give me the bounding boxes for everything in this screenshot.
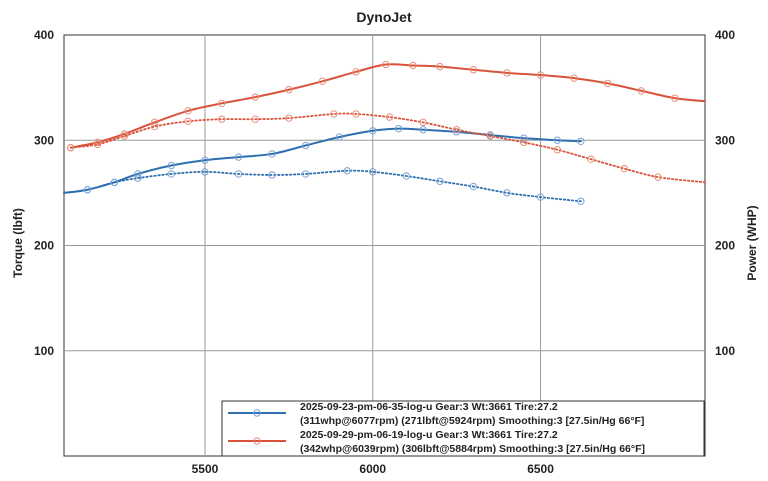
data-point-run2-torque bbox=[330, 110, 338, 118]
data-point-run1-torque bbox=[301, 170, 310, 178]
legend: 2025-09-23-pm-06-35-log-u Gear:3 Wt:3661… bbox=[221, 400, 705, 457]
data-point-run1-torque bbox=[110, 178, 119, 187]
data-point-run1-power bbox=[268, 150, 276, 158]
data-point-run2-power bbox=[120, 130, 129, 138]
data-point-run2-power bbox=[436, 62, 444, 71]
data-point-run2-torque bbox=[285, 114, 293, 122]
data-point-run2-power bbox=[409, 61, 417, 70]
data-point-run2-power bbox=[352, 68, 360, 76]
data-point-run2-torque bbox=[120, 132, 129, 140]
data-point-run2-torque bbox=[150, 122, 159, 131]
data-point-run2-power bbox=[382, 60, 390, 69]
series-line-run2-power bbox=[69, 63, 706, 149]
legend-run1-line1: 2025-09-23-pm-06-35-log-u Gear:3 Wt:3661… bbox=[300, 401, 558, 413]
data-point-run1-torque bbox=[201, 168, 209, 176]
data-point-run2-torque bbox=[93, 140, 102, 149]
data-point-run1-power bbox=[577, 137, 585, 146]
data-point-run2-power bbox=[218, 99, 226, 108]
legend-run2-line2: (342whp@6039rpm) (306lbft@5884rpm) Smoot… bbox=[300, 443, 645, 455]
data-point-run1-torque bbox=[536, 193, 545, 201]
legend-marker-run2 bbox=[253, 437, 261, 445]
data-point-run2-torque bbox=[587, 155, 595, 163]
data-point-run1-power bbox=[369, 127, 377, 135]
data-point-run1-torque bbox=[268, 171, 276, 179]
data-point-run2-power bbox=[469, 66, 478, 74]
data-point-run2-torque bbox=[452, 126, 461, 134]
data-point-run1-power bbox=[234, 153, 243, 161]
data-point-run2-power bbox=[503, 69, 511, 77]
y-tick-label-left: 100 bbox=[34, 344, 54, 358]
y-axis-label-right: Power (WHP) bbox=[745, 205, 759, 280]
y-tick-label-left: 200 bbox=[34, 239, 54, 253]
data-point-run1-power bbox=[419, 126, 427, 134]
data-point-run2-torque bbox=[553, 146, 562, 154]
x-tick-label: 6000 bbox=[359, 462, 386, 476]
y-axis-label-left: Torque (lbft) bbox=[11, 208, 25, 278]
data-point-run1-torque bbox=[343, 167, 351, 175]
data-point-run1-torque bbox=[234, 170, 243, 178]
data-point-run1-power bbox=[201, 156, 209, 164]
data-point-run2-torque bbox=[67, 143, 75, 152]
data-point-run1-torque bbox=[83, 186, 92, 194]
y-tick-label-right: 100 bbox=[715, 344, 735, 358]
data-point-run2-power bbox=[637, 87, 645, 95]
data-point-run2-torque bbox=[184, 117, 192, 126]
data-point-run1-torque bbox=[577, 197, 585, 205]
data-point-run2-torque bbox=[251, 115, 259, 123]
tick-labels: 5500 6000 6500 100 100 200 200 300 300 400 400 bbox=[34, 28, 735, 476]
y-tick-label-right: 400 bbox=[715, 28, 735, 42]
legend-run1-line2: (311whp@6077rpm) (271lbft@5924rpm) Smoot… bbox=[300, 415, 644, 427]
data-point-run2-torque bbox=[385, 113, 394, 121]
data-point-run2-power bbox=[184, 107, 192, 115]
data-point-run1-torque bbox=[167, 170, 176, 178]
x-tick-label: 5500 bbox=[192, 462, 219, 476]
data-point-run1-torque bbox=[503, 189, 511, 197]
y-tick-label-left: 300 bbox=[34, 133, 54, 147]
data-point-run2-power bbox=[285, 86, 293, 94]
data-point-run1-torque bbox=[402, 172, 411, 180]
data-point-run2-torque bbox=[520, 138, 528, 147]
data-point-run1-power bbox=[553, 136, 562, 144]
data-point-run1-power bbox=[335, 133, 343, 141]
data-point-run2-power bbox=[318, 77, 327, 86]
data-point-run2-power bbox=[570, 74, 578, 82]
data-point-run2-power bbox=[251, 93, 259, 101]
data-point-run1-torque bbox=[369, 168, 377, 176]
data-point-run2-torque bbox=[419, 118, 427, 127]
data-point-run2-torque bbox=[654, 173, 662, 181]
data-point-run2-power bbox=[536, 71, 545, 79]
y-tick-label-left: 400 bbox=[34, 28, 54, 42]
y-tick-label-right: 300 bbox=[715, 133, 735, 147]
chart-title: DynoJet bbox=[356, 9, 412, 25]
data-point-run2-torque bbox=[352, 110, 360, 118]
legend-run2-line1: 2025-09-29-pm-06-19-log-u Gear:3 Wt:3661… bbox=[300, 429, 558, 441]
data-point-run1-torque bbox=[134, 174, 142, 182]
grid bbox=[64, 35, 705, 456]
y-tick-label-right: 200 bbox=[715, 239, 735, 253]
data-point-run2-torque bbox=[218, 115, 226, 123]
data-point-run1-power bbox=[394, 124, 403, 133]
data-point-run2-torque bbox=[620, 164, 629, 173]
series-layer bbox=[63, 60, 706, 205]
legend-box bbox=[221, 400, 705, 457]
data-point-run2-torque bbox=[486, 132, 494, 140]
series-line-run1-torque bbox=[63, 169, 582, 203]
data-point-run2-power bbox=[150, 118, 159, 127]
data-point-run2-power bbox=[603, 79, 612, 88]
data-point-run1-power bbox=[134, 170, 142, 178]
data-point-run1-power bbox=[452, 128, 461, 136]
data-point-run1-power bbox=[301, 141, 310, 150]
data-point-run2-power bbox=[93, 138, 102, 147]
data-point-run1-power bbox=[167, 161, 176, 170]
x-tick-label: 6500 bbox=[527, 462, 554, 476]
data-point-run2-power bbox=[671, 94, 679, 102]
data-point-run1-torque bbox=[469, 182, 478, 191]
data-point-run1-power bbox=[520, 134, 528, 142]
data-point-run1-torque bbox=[436, 177, 444, 185]
legend-marker-run1 bbox=[253, 409, 261, 417]
